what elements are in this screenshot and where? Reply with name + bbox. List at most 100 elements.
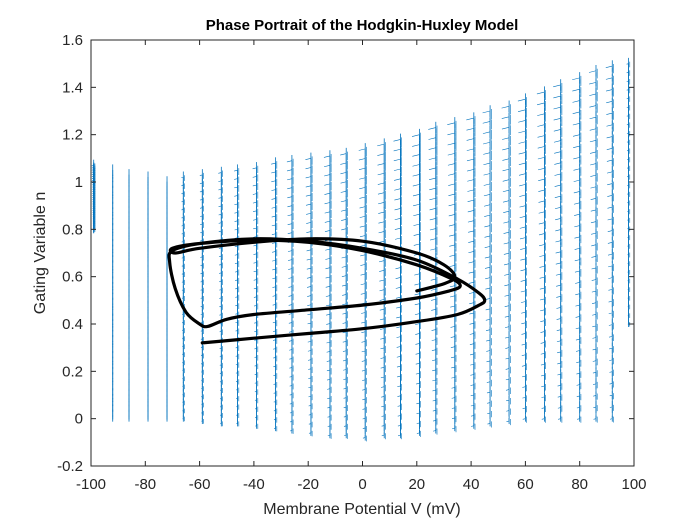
vector-arrow bbox=[505, 336, 510, 339]
vector-arrow bbox=[609, 406, 613, 408]
vector-arrow bbox=[273, 374, 276, 376]
y-tick-label: 1.2 bbox=[62, 127, 83, 144]
vector-arrow bbox=[452, 427, 455, 430]
vector-arrow bbox=[271, 242, 276, 244]
vector-arrow bbox=[520, 247, 526, 250]
vector-arrow bbox=[485, 308, 491, 311]
vector-arrow bbox=[448, 203, 455, 207]
vector-arrow bbox=[288, 268, 292, 270]
vector-arrow bbox=[271, 215, 276, 218]
vector-arrow bbox=[358, 148, 366, 151]
vector-arrow bbox=[521, 333, 526, 335]
vector-arrow bbox=[593, 395, 597, 397]
vector-arrow bbox=[538, 178, 545, 182]
vector-arrow bbox=[200, 223, 203, 225]
vector-arrow bbox=[393, 168, 401, 171]
vector-arrow bbox=[539, 276, 545, 279]
vector-arrow bbox=[483, 152, 491, 155]
vector-arrow bbox=[521, 365, 526, 367]
vector-arrow bbox=[288, 322, 292, 324]
vector-arrow bbox=[397, 415, 401, 417]
vector-arrow bbox=[449, 295, 455, 298]
vector-arrow bbox=[557, 351, 561, 354]
vector-arrow bbox=[467, 189, 474, 192]
vector-arrow bbox=[272, 268, 276, 271]
vector-arrow bbox=[394, 208, 401, 211]
vector-arrow bbox=[557, 385, 561, 387]
vector-arrow bbox=[253, 227, 257, 230]
vector-arrow bbox=[252, 167, 257, 170]
vector-arrow bbox=[380, 328, 385, 330]
vector-arrow bbox=[235, 288, 238, 290]
vector-arrow bbox=[307, 359, 311, 361]
vector-arrow bbox=[253, 270, 257, 273]
vector-arrow bbox=[272, 286, 276, 288]
vector-arrow bbox=[555, 229, 561, 232]
vector-arrow bbox=[432, 369, 436, 372]
vector-arrow bbox=[396, 336, 401, 338]
vector-arrow bbox=[308, 395, 311, 398]
vector-arrow bbox=[466, 158, 474, 162]
vector-arrow bbox=[538, 200, 545, 203]
vector-arrow bbox=[342, 303, 347, 306]
vector-arrow bbox=[305, 158, 311, 160]
vector-arrow bbox=[307, 313, 311, 316]
vector-arrow bbox=[501, 126, 510, 130]
y-tick-label: 1.6 bbox=[62, 32, 83, 49]
vector-arrow bbox=[200, 240, 203, 242]
vector-arrow bbox=[287, 214, 292, 217]
vector-arrow bbox=[395, 296, 401, 299]
vector-arrow bbox=[555, 251, 561, 254]
vector-arrow bbox=[519, 205, 526, 208]
vector-arrow bbox=[380, 376, 385, 379]
vector-arrow bbox=[396, 346, 401, 348]
vector-arrow bbox=[287, 232, 292, 234]
vector-arrow bbox=[340, 209, 347, 212]
vector-arrow bbox=[606, 171, 613, 174]
vector-arrow bbox=[590, 221, 597, 224]
vector-arrow bbox=[377, 172, 385, 176]
vector-arrow bbox=[288, 331, 292, 333]
vector-arrow bbox=[289, 358, 292, 360]
vector-arrow bbox=[606, 148, 613, 150]
vector-arrow bbox=[272, 339, 276, 341]
vector-arrow bbox=[432, 379, 436, 382]
vector-arrow bbox=[467, 179, 474, 182]
vector-arrow bbox=[591, 302, 597, 304]
vector-arrow bbox=[606, 136, 613, 139]
vector-arrow bbox=[557, 396, 561, 398]
vector-arrow bbox=[360, 292, 366, 295]
vector-arrow bbox=[397, 425, 401, 427]
vector-arrow bbox=[271, 162, 276, 165]
vector-arrow bbox=[377, 153, 385, 156]
vector-arrow bbox=[308, 368, 311, 370]
vector-arrow bbox=[506, 399, 510, 402]
vector-arrow bbox=[359, 206, 366, 209]
vector-arrow bbox=[416, 422, 420, 424]
vector-arrow bbox=[607, 206, 613, 209]
vector-arrow bbox=[380, 347, 385, 350]
vector-arrow bbox=[432, 389, 436, 392]
vector-arrow bbox=[360, 244, 366, 247]
vector-arrow bbox=[378, 231, 385, 234]
vector-arrow bbox=[593, 406, 597, 409]
vector-arrow bbox=[429, 218, 436, 221]
vector-arrow bbox=[589, 82, 597, 85]
vector-arrow bbox=[306, 258, 311, 261]
chart-title: Phase Portrait of the Hodgkin-Huxley Mod… bbox=[206, 17, 519, 34]
vector-arrow bbox=[574, 270, 580, 273]
vector-arrow bbox=[540, 309, 545, 312]
vector-arrow bbox=[271, 180, 276, 183]
vector-arrow bbox=[91, 165, 94, 167]
vector-arrow bbox=[608, 336, 613, 338]
vector-arrow bbox=[411, 134, 420, 137]
vector-arrow bbox=[412, 164, 420, 167]
vector-arrow bbox=[380, 386, 385, 388]
vector-arrow bbox=[541, 385, 545, 388]
vector-arrow bbox=[394, 188, 401, 191]
vector-arrow bbox=[326, 341, 330, 344]
vector-arrow bbox=[253, 219, 257, 221]
vector-arrow bbox=[289, 349, 292, 351]
vector-arrow bbox=[607, 218, 613, 221]
vector-arrow bbox=[577, 418, 580, 420]
